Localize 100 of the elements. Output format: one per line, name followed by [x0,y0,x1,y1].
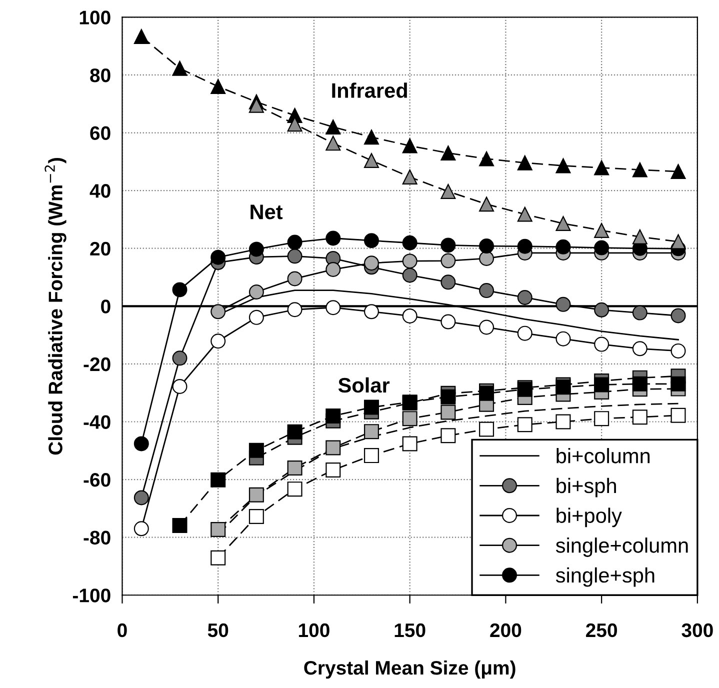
x-tick-label: 300 [682,623,713,638]
point [326,440,341,456]
point [402,138,418,154]
point [556,239,571,254]
point [248,242,264,257]
point [364,448,379,464]
point [594,240,610,256]
point [402,436,418,452]
x-tick-label: 200 [490,623,522,638]
point [210,250,226,265]
point [326,230,341,246]
point [440,146,456,161]
y-tick-label: 20 [90,242,110,256]
point [479,151,494,166]
point [517,238,532,254]
x-tick-label: 0 [118,623,127,638]
point [326,136,341,151]
point [287,234,302,250]
legend-label: bi+sph [556,478,616,498]
point [517,290,532,305]
point [364,233,379,248]
point [402,235,418,250]
point [479,196,494,212]
point [594,336,610,352]
point [326,300,341,316]
point [326,262,341,277]
point [326,120,341,135]
legend-label: bi+poly [556,508,622,528]
point [364,304,379,320]
point [364,256,379,271]
point [326,462,341,478]
point [287,424,302,440]
point [134,490,149,506]
point [479,250,494,266]
point [364,424,379,440]
point [440,389,456,404]
point [670,308,686,324]
point [364,130,379,145]
point [210,522,226,538]
y-tick-label: 40 [90,184,110,198]
y-tick-label: 80 [90,68,110,82]
point [364,400,379,415]
point [556,216,571,232]
legend-label: single+column [556,538,688,557]
point [248,310,264,325]
point [248,509,264,524]
point [287,116,302,132]
point [594,302,610,318]
point [402,308,418,324]
point [287,302,302,318]
point [172,378,188,394]
legend-label: bi+column [556,448,650,464]
point [594,377,610,392]
x-tick-label: 100 [298,623,330,638]
point [210,334,226,349]
point [440,253,456,268]
y-tick-label: 60 [90,126,110,140]
point [632,162,648,178]
point [440,184,456,199]
point [287,248,302,264]
y-tick-label: 0 [101,300,110,314]
point [402,268,418,283]
point [248,284,264,300]
point [172,518,188,533]
y-tick-label: -40 [84,415,110,429]
x-tick-label: 50 [208,623,228,638]
point [248,442,264,458]
point [287,271,302,286]
point [556,331,571,346]
legend-label: single+sph [556,567,654,587]
point [172,60,188,76]
point [134,521,149,536]
annotation: Net [250,204,283,220]
annotation: Infrared [332,82,407,98]
point [517,417,532,432]
point [248,487,264,502]
point [364,153,379,168]
point [210,550,226,566]
point [287,482,302,497]
x-tick-label: 250 [586,623,617,638]
point [210,472,226,488]
y-tick-label: -20 [84,357,110,372]
point [402,254,418,269]
point [440,428,456,444]
point [517,206,532,222]
point [479,422,494,437]
point [670,408,686,423]
point [632,305,648,320]
point [670,234,686,250]
y-axis-title: Cloud Radiative Forcing (Wm$^{−2}$) [44,158,66,455]
point [210,79,226,94]
point [440,238,456,253]
point [632,341,648,356]
point [172,282,188,298]
annotation: Solar [338,377,390,393]
point [632,376,648,392]
point [479,320,494,335]
y-tick-label: -100 [72,588,110,602]
point [440,274,456,290]
point [670,343,686,358]
